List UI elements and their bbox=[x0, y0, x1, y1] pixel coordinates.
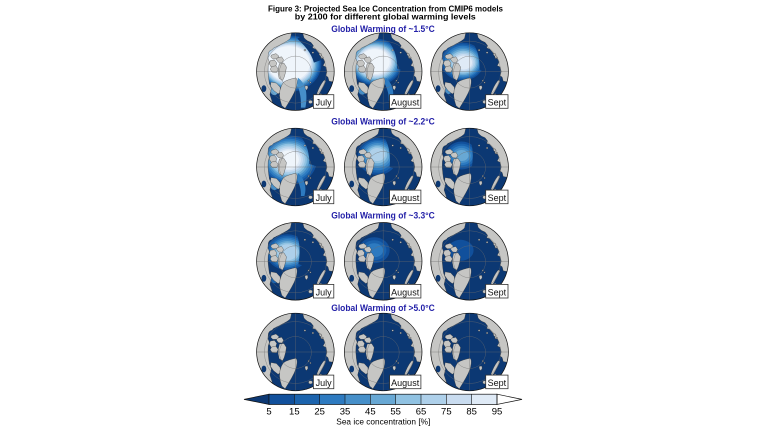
svg-text:Global Warming of ~1.5°C: Global Warming of ~1.5°C bbox=[331, 24, 435, 35]
svg-text:Sept: Sept bbox=[488, 98, 507, 108]
svg-text:Global Warming of ~2.2°C: Global Warming of ~2.2°C bbox=[331, 116, 435, 127]
svg-text:5: 5 bbox=[266, 406, 271, 417]
svg-text:25: 25 bbox=[314, 406, 325, 417]
svg-text:July: July bbox=[316, 378, 333, 388]
svg-text:August: August bbox=[391, 287, 420, 297]
svg-text:35: 35 bbox=[340, 406, 351, 417]
svg-text:85: 85 bbox=[466, 406, 477, 417]
svg-text:July: July bbox=[316, 98, 333, 108]
svg-text:by 2100 for different global w: by 2100 for different global warming lev… bbox=[295, 12, 476, 22]
svg-text:Sept: Sept bbox=[488, 193, 507, 203]
svg-text:45: 45 bbox=[365, 406, 376, 417]
svg-text:August: August bbox=[391, 98, 420, 108]
svg-text:Sept: Sept bbox=[488, 378, 507, 388]
svg-text:Global Warming of ~3.3°C: Global Warming of ~3.3°C bbox=[331, 211, 435, 222]
svg-text:July: July bbox=[316, 287, 333, 297]
svg-text:Global Warming of >5.0°C: Global Warming of >5.0°C bbox=[331, 303, 435, 314]
svg-text:Sept: Sept bbox=[488, 287, 507, 297]
svg-text:55: 55 bbox=[390, 406, 401, 417]
svg-text:Figure 3: Projected Sea Ice Co: Figure 3: Projected Sea Ice Concentratio… bbox=[268, 4, 503, 14]
svg-text:August: August bbox=[391, 193, 420, 203]
svg-text:65: 65 bbox=[416, 406, 427, 417]
svg-text:75: 75 bbox=[441, 406, 452, 417]
svg-text:95: 95 bbox=[492, 406, 503, 417]
svg-text:July: July bbox=[316, 193, 333, 203]
svg-text:Sea ice concentration [%]: Sea ice concentration [%] bbox=[336, 417, 430, 427]
svg-text:15: 15 bbox=[289, 406, 300, 417]
svg-text:August: August bbox=[391, 378, 420, 388]
